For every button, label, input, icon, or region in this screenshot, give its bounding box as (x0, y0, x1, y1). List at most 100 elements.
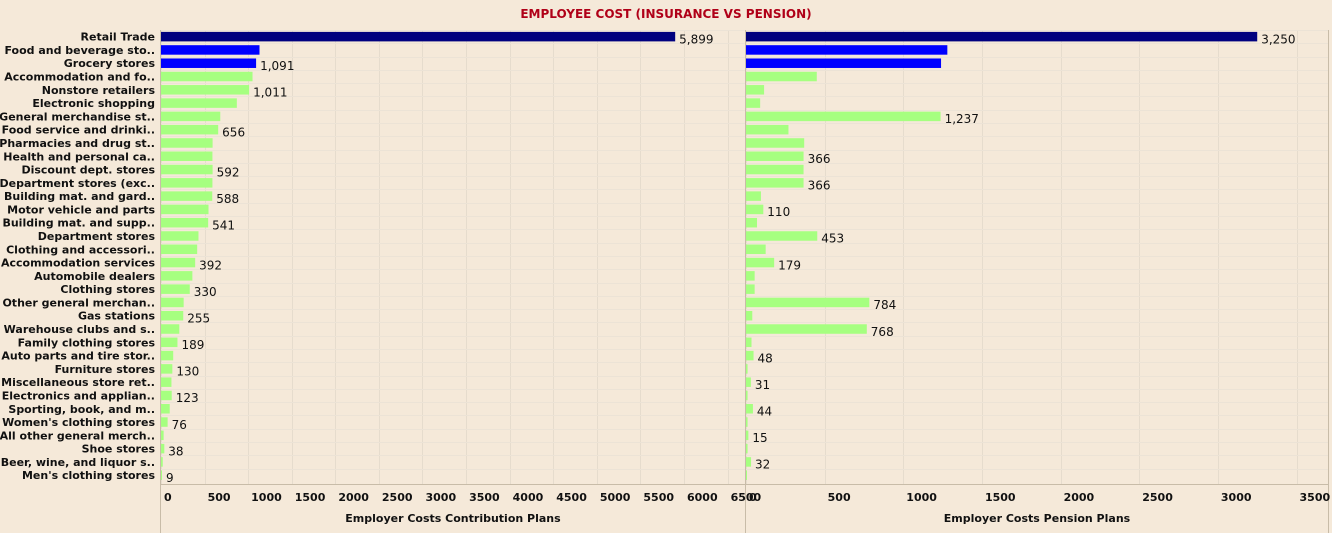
data-label: 123 (176, 391, 199, 405)
bar (746, 443, 748, 454)
bar (746, 364, 748, 374)
tick-label: 3500 (469, 491, 500, 504)
data-label: 366 (808, 152, 831, 166)
bar (161, 377, 172, 387)
category-label: Accommodation and fo.. (4, 71, 155, 84)
bar (161, 31, 676, 42)
data-label: 366 (808, 179, 831, 193)
bar (746, 324, 867, 334)
bar (746, 350, 754, 361)
chart-title: EMPLOYEE COST (INSURANCE VS PENSION) (520, 7, 811, 21)
bar (746, 151, 804, 162)
bar (746, 45, 948, 55)
x-axis-label: Employer Costs Pension Plans (944, 512, 1131, 525)
bar (746, 164, 804, 175)
tick-label: 1000 (906, 491, 937, 504)
bar (161, 417, 168, 427)
data-label: 1,091 (260, 59, 294, 73)
bar (161, 204, 209, 215)
category-label: Women's clothing stores (2, 416, 155, 429)
bar (161, 71, 253, 82)
bar (746, 31, 1258, 42)
data-label: 541 (212, 218, 235, 232)
category-label: Accommodation services (1, 257, 155, 270)
tick-label: 3500 (1300, 491, 1331, 504)
category-label: Department stores (38, 230, 156, 243)
category-label: Clothing and accessori.. (6, 243, 155, 256)
tick-label: 6500 (731, 491, 762, 504)
category-label: Auto parts and tire stor.. (1, 350, 155, 363)
data-label: 31 (755, 378, 770, 392)
bar (746, 297, 870, 308)
bar (161, 217, 209, 228)
tick-label: 2000 (338, 491, 369, 504)
category-label: Gas stations (78, 310, 155, 323)
category-label: Food and beverage sto.. (4, 44, 155, 57)
category-label: Furniture stores (55, 363, 156, 376)
tick-label: 6000 (687, 491, 718, 504)
bar (746, 124, 789, 135)
bar (161, 191, 213, 201)
tick-label: 3000 (1221, 491, 1252, 504)
category-label: Discount dept. stores (21, 164, 155, 177)
bar (746, 85, 765, 95)
data-label: 189 (181, 338, 204, 352)
data-label: 656 (222, 125, 245, 139)
bar (746, 457, 752, 467)
bar (746, 58, 942, 68)
tick-label: 1500 (985, 491, 1016, 504)
x-axis-label: Employer Costs Contribution Plans (345, 512, 561, 525)
bar (746, 271, 755, 281)
category-label: Men's clothing stores (22, 469, 155, 482)
category-label: Electronic shopping (32, 97, 155, 110)
category-label: Department stores (exc.. (0, 177, 155, 190)
data-label: 1,237 (945, 112, 979, 126)
bar (746, 98, 761, 108)
bar (161, 364, 173, 374)
bar (746, 470, 747, 480)
category-label: General merchandise st.. (0, 110, 155, 123)
bar (161, 111, 221, 122)
data-label: 48 (758, 351, 773, 365)
data-label: 15 (752, 431, 767, 445)
bar (746, 231, 818, 241)
bar (161, 443, 165, 454)
category-label: Pharmacies and drug st.. (0, 137, 155, 150)
bar (161, 45, 260, 55)
bar (161, 151, 213, 162)
bar (746, 111, 941, 122)
tick-label: 2000 (1064, 491, 1095, 504)
bar (161, 350, 174, 361)
category-label: Beer, wine, and liquor s.. (1, 456, 155, 469)
tick-label: 4500 (556, 491, 587, 504)
data-label: 32 (755, 458, 770, 472)
bar (746, 390, 748, 401)
bar (746, 404, 753, 414)
tick-label: 0 (164, 491, 172, 504)
bar (161, 310, 184, 321)
bar (746, 217, 758, 228)
tick-label: 500 (208, 491, 231, 504)
category-label: Nonstore retailers (42, 84, 156, 97)
bar (161, 404, 170, 414)
data-label: 44 (757, 405, 772, 419)
category-label: Shoe stores (82, 443, 156, 456)
data-label: 38 (168, 444, 183, 458)
tick-label: 5000 (600, 491, 631, 504)
data-label: 784 (873, 298, 896, 312)
category-label: Motor vehicle and parts (7, 203, 155, 216)
bar (161, 337, 178, 348)
bar (746, 284, 755, 294)
tick-label: 0 (749, 491, 757, 504)
bar (161, 297, 184, 308)
bar (161, 430, 164, 441)
bar (746, 204, 764, 215)
data-label: 3,250 (1261, 32, 1295, 46)
data-label: 130 (176, 365, 199, 379)
bar (746, 377, 751, 387)
category-label: Warehouse clubs and s.. (4, 323, 155, 336)
bar (161, 457, 163, 467)
bar (746, 337, 752, 348)
bar (746, 310, 753, 321)
